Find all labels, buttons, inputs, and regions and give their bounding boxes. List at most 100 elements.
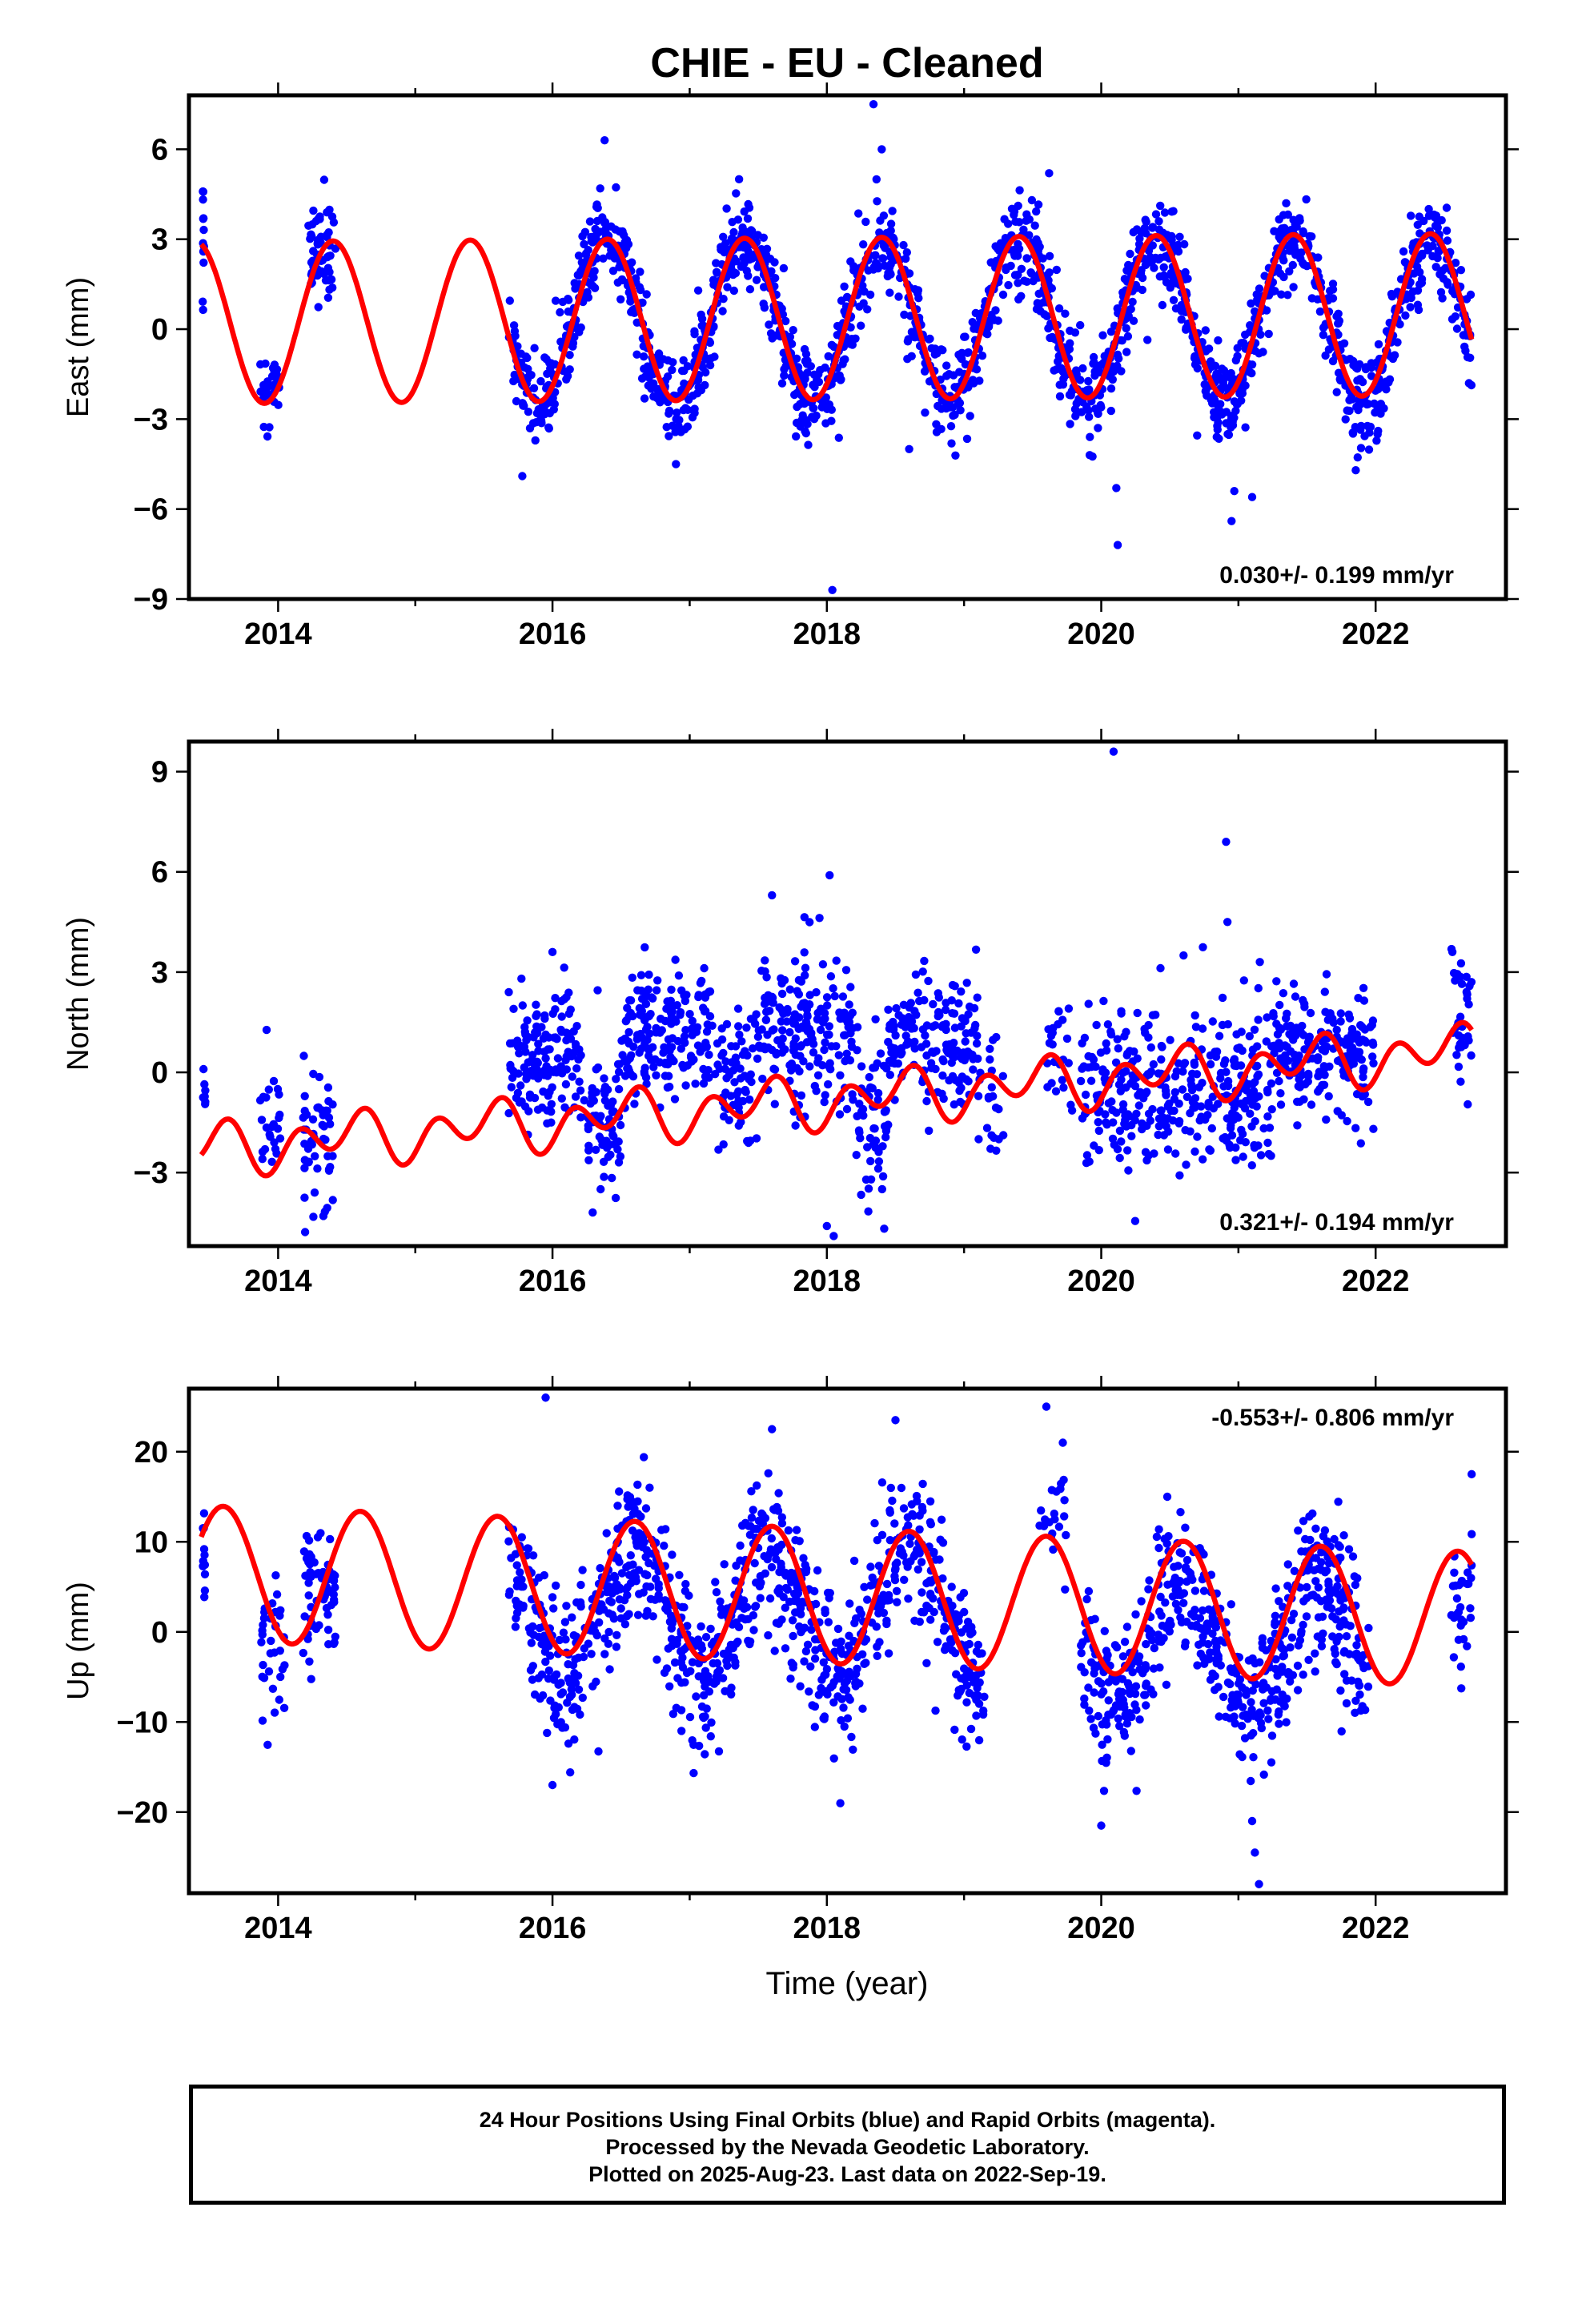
- data-point: [1368, 1038, 1377, 1047]
- data-point: [323, 208, 331, 217]
- data-point: [682, 991, 691, 999]
- data-point: [300, 1228, 310, 1236]
- data-point: [577, 258, 586, 267]
- data-point: [200, 1586, 210, 1595]
- data-point: [1212, 432, 1222, 441]
- data-point: [580, 239, 588, 249]
- data-point: [1317, 1642, 1327, 1651]
- data-point: [974, 1699, 984, 1708]
- data-point: [817, 1004, 825, 1013]
- data-point: [700, 1007, 709, 1016]
- data-point: [950, 410, 959, 420]
- data-point: [956, 352, 965, 361]
- data-point: [841, 1056, 849, 1066]
- data-point: [829, 1754, 838, 1763]
- data-point: [718, 307, 727, 316]
- data-point: [311, 216, 321, 226]
- data-point: [761, 1015, 771, 1024]
- outlier-point: [825, 870, 834, 880]
- data-point: [1170, 1095, 1179, 1104]
- data-point: [1332, 1025, 1341, 1035]
- data-point: [689, 1740, 698, 1749]
- data-point: [1293, 1661, 1303, 1671]
- data-point: [1431, 221, 1440, 231]
- outlier-point: [869, 100, 878, 109]
- data-point: [697, 321, 706, 330]
- data-point: [799, 1554, 808, 1562]
- data-point: [1456, 1077, 1465, 1086]
- data-point: [1353, 364, 1362, 373]
- data-point: [783, 1585, 792, 1594]
- outlier-point: [1045, 169, 1054, 178]
- data-point: [793, 1596, 801, 1605]
- data-point: [1132, 1706, 1141, 1715]
- data-point: [897, 1483, 906, 1493]
- data-point: [1061, 309, 1070, 318]
- data-point: [275, 1695, 283, 1704]
- data-point: [863, 305, 872, 314]
- data-point: [524, 1069, 532, 1079]
- data-point: [664, 1644, 673, 1653]
- data-point: [668, 365, 677, 375]
- data-point: [626, 996, 636, 1005]
- data-point: [1123, 1049, 1132, 1058]
- data-point: [201, 1086, 210, 1096]
- y-tick-label: 3: [151, 956, 168, 990]
- data-point: [961, 1016, 970, 1026]
- data-point: [1231, 1156, 1240, 1164]
- data-point: [328, 283, 337, 292]
- x-tick-label: 2016: [519, 617, 587, 651]
- data-point: [822, 1687, 832, 1695]
- data-point: [926, 334, 934, 344]
- data-point: [749, 1610, 758, 1620]
- data-point: [1299, 227, 1307, 236]
- data-point: [600, 1074, 608, 1083]
- data-point: [546, 1651, 555, 1660]
- data-point: [701, 1723, 710, 1732]
- data-point: [1307, 1100, 1316, 1109]
- data-point: [753, 231, 762, 239]
- data-point: [611, 1193, 620, 1203]
- data-point: [626, 1551, 635, 1560]
- data-point: [615, 1583, 624, 1592]
- data-point: [531, 436, 540, 445]
- data-point: [681, 1579, 690, 1589]
- data-point: [1045, 268, 1054, 277]
- data-point: [736, 1541, 745, 1550]
- data-point: [964, 1667, 974, 1675]
- data-point: [1115, 1722, 1124, 1731]
- data-point: [818, 960, 828, 969]
- data-point: [564, 988, 573, 997]
- data-point: [959, 1048, 968, 1057]
- data-point: [871, 1015, 880, 1024]
- data-point: [600, 1172, 608, 1181]
- data-point: [614, 1137, 623, 1146]
- data-point: [1451, 259, 1460, 267]
- data-point: [571, 1655, 580, 1664]
- data-point: [1124, 1166, 1133, 1175]
- data-point: [1175, 1548, 1184, 1557]
- data-point: [1355, 1054, 1364, 1063]
- data-point: [1089, 352, 1098, 362]
- data-point: [718, 1606, 727, 1615]
- data-point: [595, 1618, 604, 1627]
- data-point: [644, 970, 653, 979]
- data-point: [300, 1140, 309, 1148]
- data-point: [736, 1556, 745, 1565]
- data-point: [1314, 1072, 1323, 1081]
- data-point: [948, 1072, 958, 1081]
- data-point: [846, 1029, 855, 1038]
- data-point: [1276, 226, 1286, 235]
- data-point: [564, 1660, 572, 1669]
- data-point: [1183, 274, 1192, 283]
- data-point: [623, 1003, 632, 1012]
- data-point: [1094, 424, 1102, 432]
- data-point: [806, 1662, 815, 1671]
- data-point: [814, 1691, 823, 1699]
- data-point: [1314, 1613, 1323, 1622]
- data-point: [654, 1580, 663, 1589]
- data-point: [1163, 1145, 1173, 1154]
- data-point: [1355, 1681, 1364, 1690]
- data-point: [199, 215, 207, 223]
- data-point: [272, 1590, 282, 1599]
